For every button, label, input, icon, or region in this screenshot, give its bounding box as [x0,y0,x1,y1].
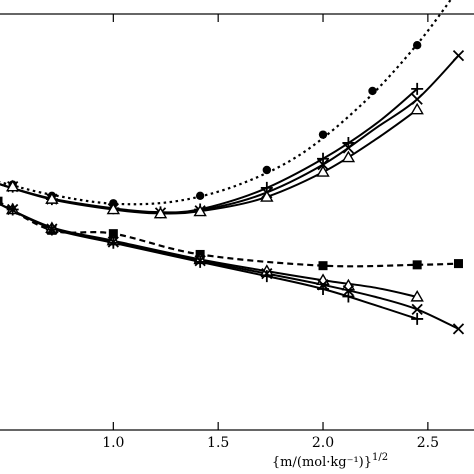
marker-triangle [193,204,207,217]
series-line-1 [0,0,452,206]
plot-frame [0,13,474,431]
marker-triangle [260,190,274,202]
series-curves [0,0,460,330]
marker-triangle [5,179,20,192]
marker-circle [412,41,422,50]
marker-circle [262,165,272,175]
x-axis-label: {m/(mol·kg⁻¹)}1/2 [272,452,388,470]
marker-plus [411,82,424,95]
series-line-2 [0,88,418,214]
marker-plus [45,223,58,236]
marker-square [108,229,118,239]
marker-square [412,260,422,270]
x-tick-label: 2.5 [417,435,439,451]
marker-triangle [316,165,330,177]
marker-plus [260,270,273,283]
x-tick-labels: 1.0 1.5 2.0 2.5 [102,435,439,451]
x-axis-label-superscript: 1/2 [372,452,388,463]
marker-triangle [45,192,59,204]
marker-triangle [410,289,424,302]
marker-triangle [341,150,356,163]
marker-plus [411,312,424,325]
series-markers [0,41,465,335]
marker-triangle [106,202,121,215]
axes [0,13,474,431]
marker-cross [411,303,423,315]
marker-plus [317,282,330,295]
marker-square [453,259,463,269]
marker-square [0,196,3,206]
marker-cross [452,323,465,335]
marker-triangle [153,206,168,219]
x-tick-label: 1.0 [102,435,124,451]
marker-cross [342,142,355,154]
x-tick-label: 2.0 [312,435,334,451]
marker-plus [342,290,355,303]
marker-cross [317,158,329,171]
marker-circle [195,191,205,200]
marker-cross [411,93,423,105]
marker-circle [318,130,328,139]
x-tick-label: 1.5 [207,435,229,451]
marker-plus [317,152,330,165]
marker-circle [368,86,377,96]
marker-plus [6,203,19,216]
marker-plus [107,236,120,249]
marker-square [318,261,328,271]
series-line-8 [0,203,418,320]
marker-plus [194,255,207,268]
marker-cross [452,49,465,62]
marker-triangle [410,102,424,115]
series-line-6 [0,203,418,298]
